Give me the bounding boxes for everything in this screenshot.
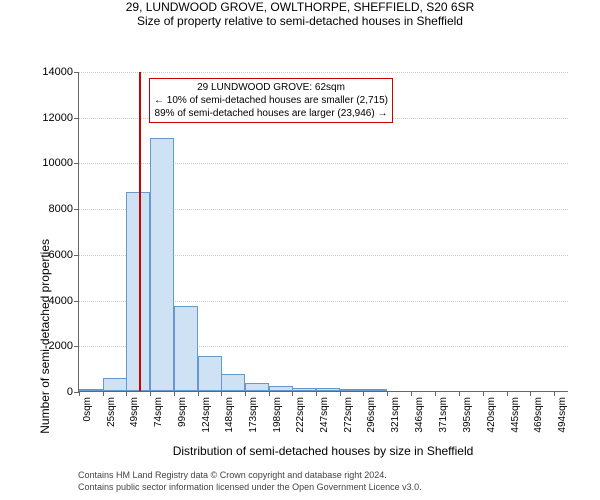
xtick-label: 99sqm (177, 397, 188, 427)
footer-line: Contains public sector information licen… (78, 482, 422, 494)
histogram-bar (198, 356, 222, 391)
annot-line: ← 10% of semi-detached houses are smalle… (154, 94, 388, 107)
xtick-label: 296sqm (366, 397, 377, 433)
xtick-mark (554, 391, 555, 396)
histogram-bar (340, 389, 364, 391)
x-axis-label: Distribution of semi-detached houses by … (78, 444, 568, 458)
xtick-label: 74sqm (153, 397, 164, 427)
xtick-mark (459, 391, 460, 396)
xtick-mark (530, 391, 531, 396)
ytick-mark (74, 163, 79, 164)
xtick-mark (221, 391, 222, 396)
xtick-label: 198sqm (272, 397, 283, 433)
xtick-mark (150, 391, 151, 396)
xtick-label: 25sqm (106, 397, 117, 427)
xtick-mark (411, 391, 412, 396)
ytick-mark (74, 301, 79, 302)
xtick-label: 247sqm (319, 397, 330, 433)
histogram-bar (245, 383, 269, 391)
gridline (79, 72, 568, 73)
ytick-mark (74, 255, 79, 256)
xtick-mark (126, 391, 127, 396)
xtick-label: 371sqm (438, 397, 449, 433)
xtick-mark (198, 391, 199, 396)
ytick-label: 2000 (49, 340, 73, 352)
chart-title: 29, LUNDWOOD GROVE, OWLTHORPE, SHEFFIELD… (0, 0, 600, 14)
annot-line: 29 LUNDWOOD GROVE: 62sqm (154, 81, 388, 94)
xtick-mark (103, 391, 104, 396)
ytick-label: 14000 (42, 66, 73, 78)
ytick-mark (74, 346, 79, 347)
xtick-mark (174, 391, 175, 396)
xtick-label: 445sqm (510, 397, 521, 433)
histogram-bar (269, 386, 293, 391)
xtick-mark (435, 391, 436, 396)
xtick-mark (269, 391, 270, 396)
chart-subtitle: Size of property relative to semi-detach… (0, 14, 600, 28)
xtick-mark (483, 391, 484, 396)
xtick-label: 272sqm (343, 397, 354, 433)
ytick-label: 6000 (49, 249, 73, 261)
ytick-label: 12000 (42, 112, 73, 124)
histogram-bar (221, 374, 245, 391)
ytick-label: 0 (67, 386, 73, 398)
ytick-mark (74, 209, 79, 210)
ytick-mark (74, 72, 79, 73)
xtick-mark (507, 391, 508, 396)
xtick-label: 469sqm (533, 397, 544, 433)
xtick-label: 321sqm (390, 397, 401, 433)
histogram-bar (363, 389, 387, 391)
xtick-label: 148sqm (224, 397, 235, 433)
xtick-mark (292, 391, 293, 396)
ytick-mark (74, 118, 79, 119)
xtick-mark (316, 391, 317, 396)
histogram-bar (103, 378, 127, 391)
xtick-label: 346sqm (414, 397, 425, 433)
xtick-label: 173sqm (248, 397, 259, 433)
histogram-bar (150, 138, 174, 391)
histogram-bar (316, 388, 340, 391)
ytick-label: 10000 (42, 157, 73, 169)
annot-line: 89% of semi-detached houses are larger (… (154, 107, 388, 120)
xtick-label: 420sqm (486, 397, 497, 433)
xtick-mark (340, 391, 341, 396)
xtick-label: 124sqm (201, 397, 212, 433)
histogram-bar (174, 306, 198, 391)
xtick-mark (387, 391, 388, 396)
y-axis-label: Number of semi-detached properties (38, 239, 52, 434)
plot-area: 020004000600080001000012000140000sqm25sq… (78, 72, 568, 392)
xtick-mark (363, 391, 364, 396)
xtick-mark (245, 391, 246, 396)
histogram-bar (292, 388, 316, 391)
footer-line: Contains HM Land Registry data © Crown c… (78, 470, 422, 482)
xtick-mark (79, 391, 80, 396)
xtick-label: 49sqm (129, 397, 140, 427)
xtick-label: 395sqm (462, 397, 473, 433)
xtick-label: 0sqm (82, 397, 93, 421)
xtick-label: 222sqm (295, 397, 306, 433)
xtick-label: 494sqm (557, 397, 568, 433)
annotation-box: 29 LUNDWOOD GROVE: 62sqm← 10% of semi-de… (149, 78, 393, 123)
ytick-label: 4000 (49, 295, 73, 307)
histogram-bar (79, 389, 103, 391)
footer-credits: Contains HM Land Registry data © Crown c… (78, 470, 422, 493)
ytick-label: 8000 (49, 203, 73, 215)
reference-line (139, 72, 141, 391)
